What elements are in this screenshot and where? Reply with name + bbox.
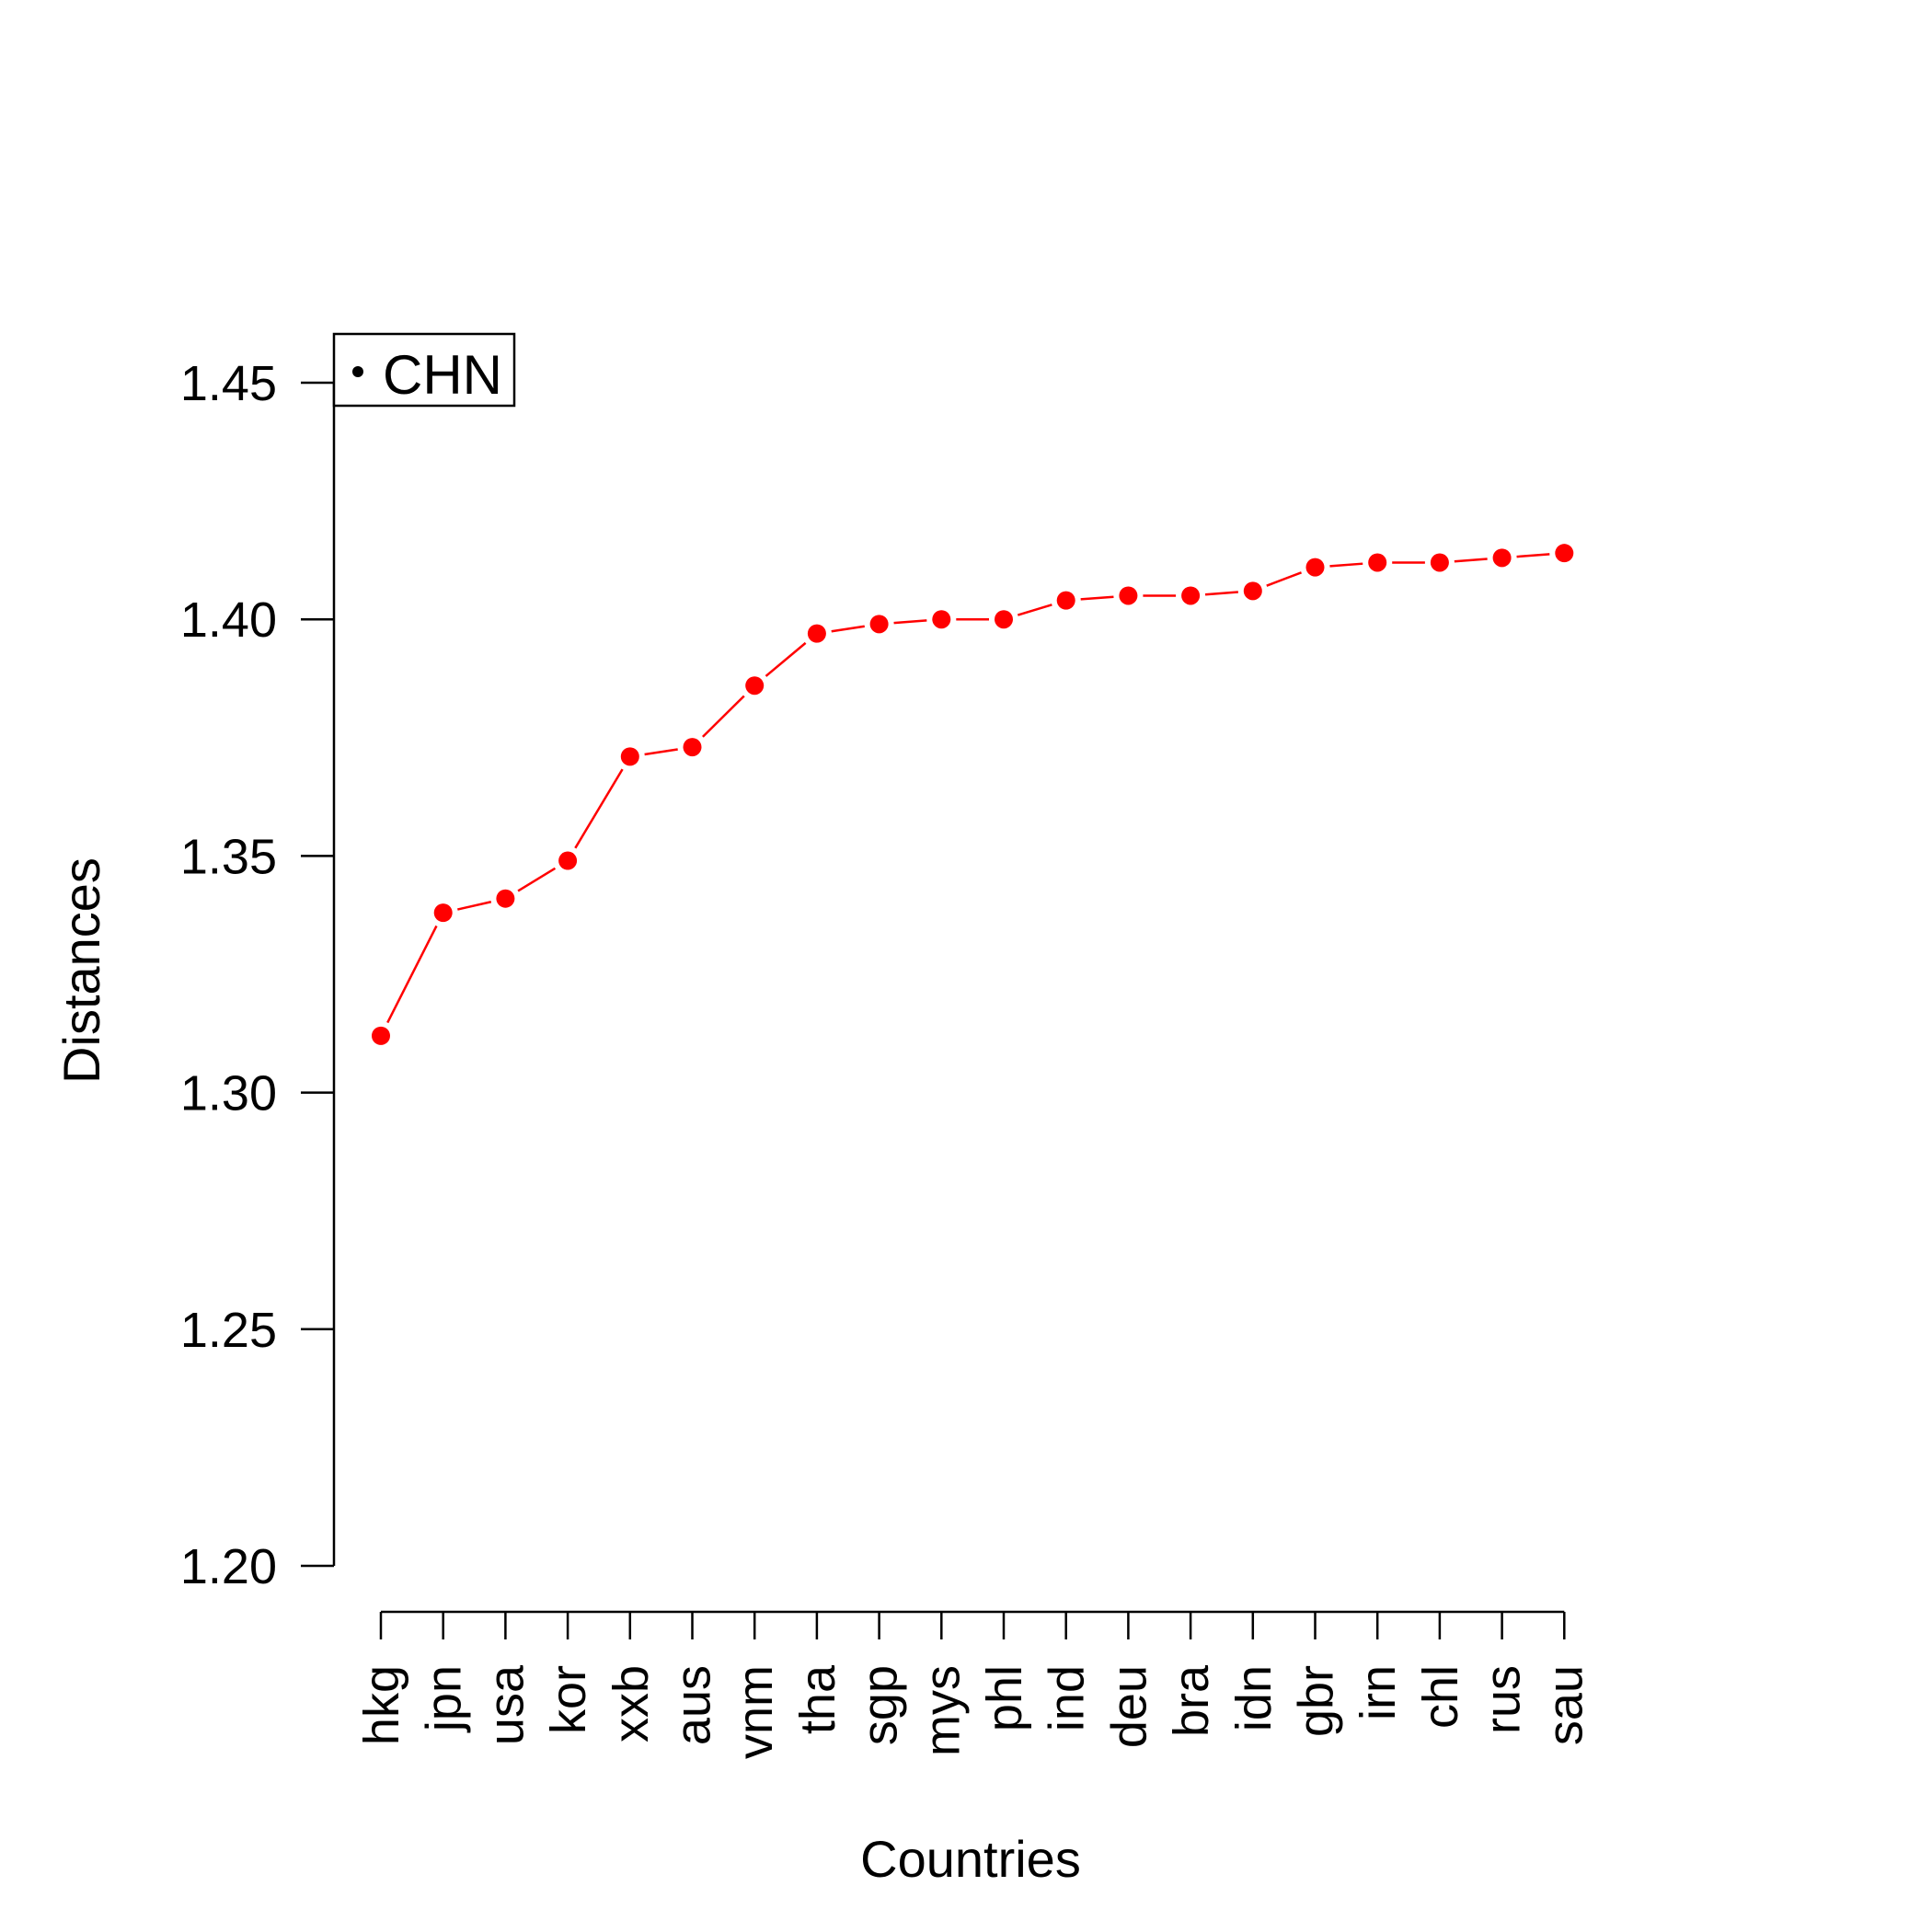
data-point — [558, 851, 578, 870]
x-axis-title: Countries — [860, 1830, 1081, 1888]
data-point — [1243, 581, 1262, 601]
y-tick-label: 1.30 — [180, 1066, 277, 1121]
y-tick-label: 1.20 — [180, 1539, 277, 1594]
x-tick-label: bra — [1164, 1664, 1219, 1737]
x-tick-label: jpn — [417, 1665, 472, 1733]
data-point — [496, 889, 515, 908]
x-tick-label: deu — [1101, 1665, 1156, 1748]
data-point — [1119, 586, 1138, 605]
y-tick-label: 1.40 — [180, 592, 277, 648]
x-tick-label: aus — [666, 1665, 721, 1745]
data-point — [1181, 586, 1201, 605]
y-axis: 1.20 1.25 1.30 1.35 1.40 1.45 — [180, 356, 336, 1594]
data-point — [433, 903, 453, 923]
legend: CHN — [332, 332, 516, 408]
x-tick-label: xxb — [604, 1665, 659, 1742]
series-line-segment — [1017, 604, 1052, 616]
y-tick-label: 1.35 — [180, 829, 277, 884]
data-point — [1305, 558, 1325, 577]
data-point — [1555, 544, 1574, 563]
series-points — [372, 544, 1574, 1045]
series-line-segment — [457, 901, 492, 911]
data-point — [683, 738, 702, 757]
legend-marker — [352, 366, 363, 377]
x-tick-label: kor — [541, 1665, 596, 1734]
y-tick-label: 1.25 — [180, 1303, 277, 1358]
x-tick-label: mys — [914, 1665, 970, 1756]
x-tick-label: usa — [478, 1664, 534, 1745]
x-axis: hkg jpn usa kor xxb aus vnm tha sgp mys phl ind deu b… — [354, 1610, 1593, 1759]
legend-label: CHN — [383, 344, 502, 406]
data-point — [869, 615, 889, 634]
y-axis-title: Distances — [52, 857, 110, 1084]
series-line-segment — [517, 867, 557, 892]
x-tick-label: tha — [790, 1664, 845, 1734]
x-tick-label: hkg — [354, 1665, 409, 1745]
x-tick-label: ind — [1040, 1665, 1095, 1731]
data-point — [995, 610, 1013, 629]
x-tick-label: chl — [1413, 1665, 1468, 1729]
data-point — [745, 676, 765, 696]
series-line-segment — [702, 695, 745, 738]
data-point — [1430, 553, 1449, 572]
data-point — [620, 747, 639, 766]
x-tick-label: phl — [977, 1665, 1032, 1731]
x-tick-label: irn — [1351, 1665, 1406, 1720]
data-point — [807, 624, 826, 643]
series-line-segment — [1516, 553, 1550, 558]
series-line-segment — [644, 748, 678, 756]
series-line-segment — [1080, 595, 1114, 601]
x-tick-label: sau — [1537, 1665, 1593, 1745]
data-point — [1056, 591, 1075, 610]
y-tick-label: 1.45 — [180, 356, 277, 411]
x-tick-label: sgp — [853, 1665, 908, 1745]
series-line-segment — [893, 619, 927, 625]
x-tick-label: idn — [1226, 1665, 1282, 1731]
x-tick-label: gbr — [1289, 1665, 1344, 1737]
series-line-segment — [831, 625, 865, 633]
data-point — [372, 1026, 390, 1045]
series-line-segment — [1454, 558, 1488, 563]
legend-box — [332, 332, 516, 408]
series-line-segment — [386, 925, 438, 1024]
series-line-segment — [1266, 571, 1302, 587]
series-line-segment — [1204, 591, 1238, 596]
series-line-segment — [765, 641, 807, 677]
series-lines — [386, 553, 1550, 1024]
data-point — [1368, 553, 1387, 572]
x-tick-label: vnm — [728, 1665, 783, 1759]
x-tick-label: rus — [1476, 1665, 1531, 1734]
series-line-segment — [574, 768, 624, 849]
data-point — [1492, 548, 1512, 568]
series-line-segment — [1329, 562, 1363, 568]
data-point — [932, 610, 951, 629]
